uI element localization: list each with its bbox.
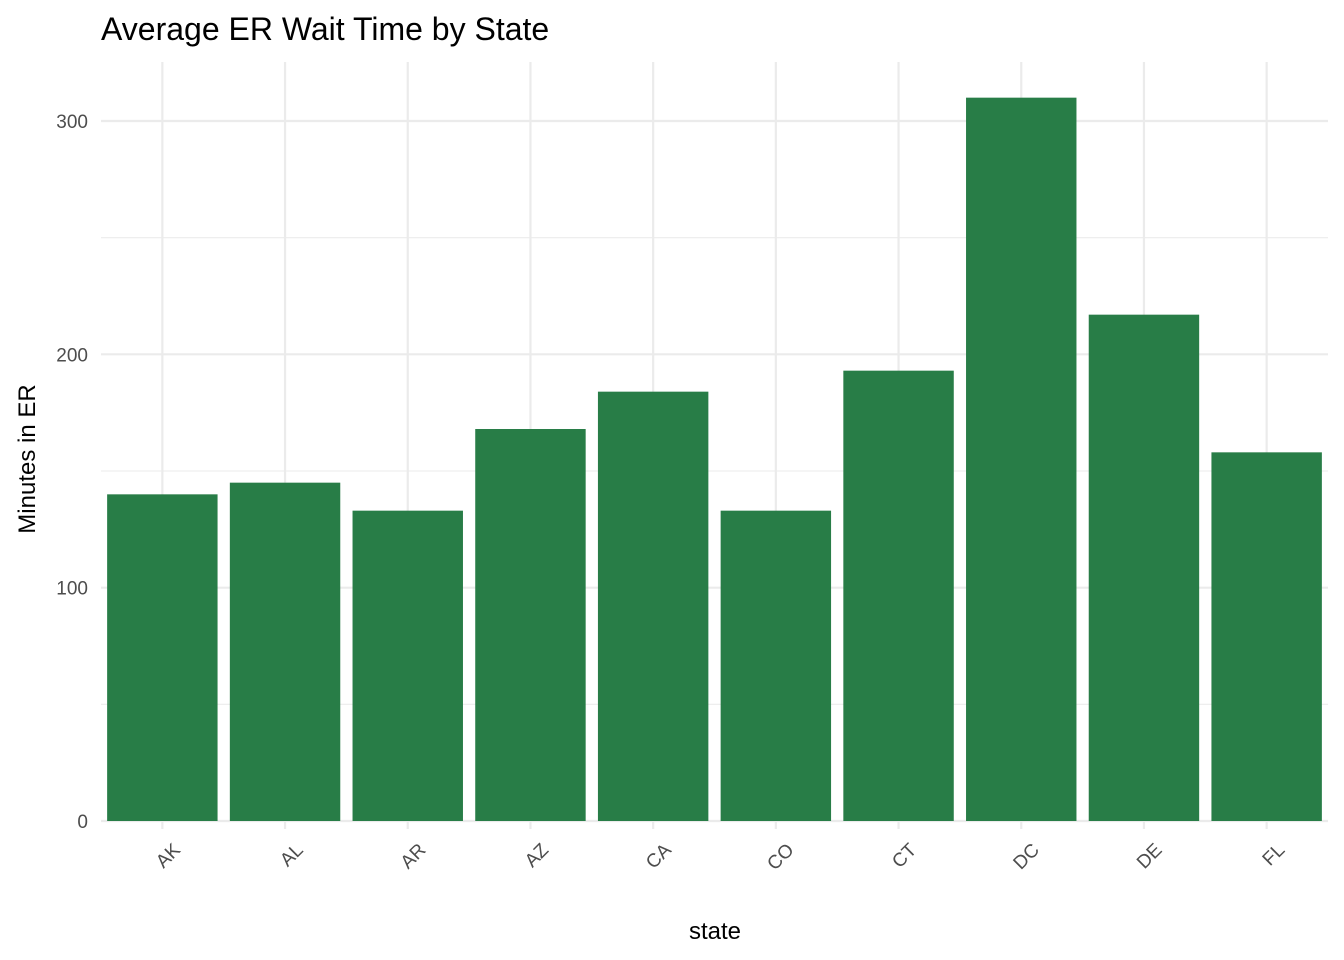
- y-axis-title: Minutes in ER: [14, 384, 41, 533]
- x-tick-label: FL: [1259, 840, 1290, 871]
- bar-ct: [843, 370, 954, 821]
- x-tick-label: DE: [1133, 840, 1167, 874]
- bar-co: [720, 510, 832, 821]
- x-axis-ticks: AK AL AR AZ CA CO CT DC DE FL: [152, 839, 1289, 874]
- y-tick-label: 300: [56, 112, 88, 133]
- x-tick-label: CT: [888, 839, 921, 872]
- x-tick-label: AL: [276, 840, 307, 871]
- bar-ak: [107, 494, 218, 821]
- x-tick-label: DC: [1010, 840, 1044, 874]
- chart-title: Average ER Wait Time by State: [101, 11, 549, 47]
- x-tick-label: AK: [152, 840, 185, 873]
- x-tick-label: AR: [397, 840, 431, 874]
- bar-ca: [597, 391, 709, 821]
- y-tick-label: 200: [56, 345, 88, 366]
- x-tick-label: CO: [763, 840, 798, 875]
- y-tick-label: 100: [56, 579, 88, 600]
- bar-ar: [352, 510, 463, 821]
- bar-fl: [1211, 452, 1322, 821]
- y-tick-label: 0: [77, 812, 88, 833]
- bar-de: [1088, 314, 1200, 821]
- bar-az: [475, 429, 586, 821]
- x-tick-label: AZ: [521, 839, 553, 871]
- x-tick-label: CA: [642, 840, 676, 874]
- bar-dc: [966, 97, 1077, 821]
- x-axis-title: state: [689, 918, 741, 945]
- bar-al: [229, 482, 341, 821]
- bars: [107, 97, 1322, 821]
- y-axis-ticks: 0 100 200 300: [56, 112, 88, 833]
